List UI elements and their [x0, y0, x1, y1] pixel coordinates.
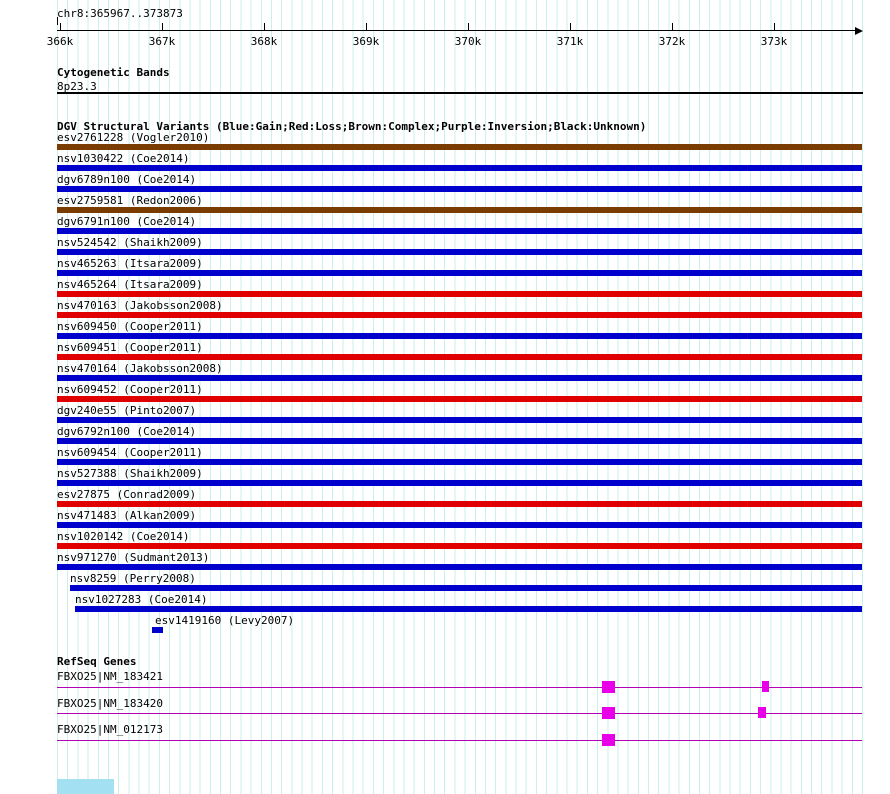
- ruler-tick: [672, 23, 673, 31]
- gene-exon[interactable]: [762, 681, 769, 692]
- partial-track-box[interactable]: [57, 779, 114, 794]
- variant-bar[interactable]: [57, 144, 862, 150]
- variant-bar[interactable]: [57, 312, 862, 318]
- ruler-tick-label: 368k: [250, 35, 278, 48]
- variant-bar[interactable]: [57, 543, 862, 549]
- variant-label: nsv609450 (Cooper2011): [57, 320, 203, 333]
- variant-label: nsv609451 (Cooper2011): [57, 341, 203, 354]
- variant-bar[interactable]: [57, 270, 862, 276]
- variant-label: nsv470163 (Jakobsson2008): [57, 299, 223, 312]
- cytogenetic-band-label: 8p23.3: [57, 80, 97, 93]
- variant-label: nsv465264 (Itsara2009): [57, 278, 203, 291]
- variant-label: nsv8259 (Perry2008): [70, 572, 196, 585]
- ruler-tick-label: 373k: [760, 35, 788, 48]
- gene-label: FBXO25|NM_183420: [57, 697, 163, 710]
- ruler-tick-label: 370k: [454, 35, 482, 48]
- variant-label: esv2759581 (Redon2006): [57, 194, 203, 207]
- ruler-tick: [570, 23, 571, 31]
- variant-bar[interactable]: [57, 417, 862, 423]
- variant-label: esv1419160 (Levy2007): [155, 614, 295, 627]
- variant-label: nsv1027283 (Coe2014): [75, 593, 208, 606]
- ruler-start-tick: [57, 17, 58, 25]
- variant-label: nsv971270 (Sudmant2013): [57, 551, 210, 564]
- position-label: chr8:365967..373873: [57, 7, 183, 20]
- ruler-tick-label: 369k: [352, 35, 380, 48]
- gene-label: FBXO25|NM_012173: [57, 723, 163, 736]
- gene-exon[interactable]: [602, 707, 615, 719]
- variant-bar[interactable]: [57, 354, 862, 360]
- gene-line[interactable]: [57, 740, 862, 741]
- variant-bar[interactable]: [57, 249, 862, 255]
- variant-bar[interactable]: [57, 564, 862, 570]
- variant-label: nsv471483 (Alkan2009): [57, 509, 197, 522]
- variant-bar[interactable]: [57, 375, 862, 381]
- ruler-tick: [60, 23, 61, 31]
- variant-label: esv2761228 (Vogler2010): [57, 131, 210, 144]
- ruler-line: [57, 30, 856, 31]
- variant-bar[interactable]: [57, 522, 862, 528]
- variant-label: dgv6792n100 (Coe2014): [57, 425, 197, 438]
- variant-label: nsv465263 (Itsara2009): [57, 257, 203, 270]
- variant-label: nsv1030422 (Coe2014): [57, 152, 190, 165]
- gene-exon[interactable]: [602, 734, 615, 746]
- variant-bar[interactable]: [57, 396, 862, 402]
- variant-bar[interactable]: [57, 480, 862, 486]
- variant-label: nsv609452 (Cooper2011): [57, 383, 203, 396]
- variant-bar[interactable]: [57, 333, 862, 339]
- variant-label: nsv470164 (Jakobsson2008): [57, 362, 223, 375]
- variant-bar[interactable]: [70, 585, 862, 591]
- variant-label: nsv1020142 (Coe2014): [57, 530, 190, 543]
- variant-label: esv27875 (Conrad2009): [57, 488, 197, 501]
- gene-line[interactable]: [57, 687, 862, 688]
- ruler-tick-label: 371k: [556, 35, 584, 48]
- ruler-tick-label: 366k: [46, 35, 74, 48]
- ruler-arrow-right-icon: [855, 27, 863, 35]
- cytogenetic-band-bar[interactable]: [57, 92, 863, 94]
- variant-bar[interactable]: [57, 228, 862, 234]
- variant-label: nsv609454 (Cooper2011): [57, 446, 203, 459]
- variant-label: nsv524542 (Shaikh2009): [57, 236, 203, 249]
- gene-line[interactable]: [57, 713, 862, 714]
- variant-bar[interactable]: [57, 165, 862, 171]
- variant-label: nsv527388 (Shaikh2009): [57, 467, 203, 480]
- gene-exon[interactable]: [758, 707, 766, 718]
- variant-bar[interactable]: [152, 627, 163, 633]
- variant-bar[interactable]: [57, 438, 862, 444]
- variant-label: dgv6791n100 (Coe2014): [57, 215, 197, 228]
- ruler-tick-label: 372k: [658, 35, 686, 48]
- dgv-title: DGV Structural Variants (Blue:Gain;Red:L…: [57, 120, 647, 133]
- variant-label: dgv240e55 (Pinto2007): [57, 404, 197, 417]
- cytogenetic-bands-title: Cytogenetic Bands: [57, 66, 170, 79]
- ruler-tick: [774, 23, 775, 31]
- ruler-tick: [162, 23, 163, 31]
- gene-exon[interactable]: [602, 681, 615, 693]
- ruler-tick: [264, 23, 265, 31]
- variant-bar[interactable]: [57, 501, 862, 507]
- variant-bar[interactable]: [57, 291, 862, 297]
- variant-bar[interactable]: [75, 606, 862, 612]
- refseq-title: RefSeq Genes: [57, 655, 137, 668]
- gene-label: FBXO25|NM_183421: [57, 670, 163, 683]
- variant-label: dgv6789n100 (Coe2014): [57, 173, 197, 186]
- ruler-tick: [468, 23, 469, 31]
- ruler-tick: [366, 23, 367, 31]
- variant-bar[interactable]: [57, 207, 862, 213]
- variant-bar[interactable]: [57, 459, 862, 465]
- ruler-tick-label: 367k: [148, 35, 176, 48]
- variant-bar[interactable]: [57, 186, 862, 192]
